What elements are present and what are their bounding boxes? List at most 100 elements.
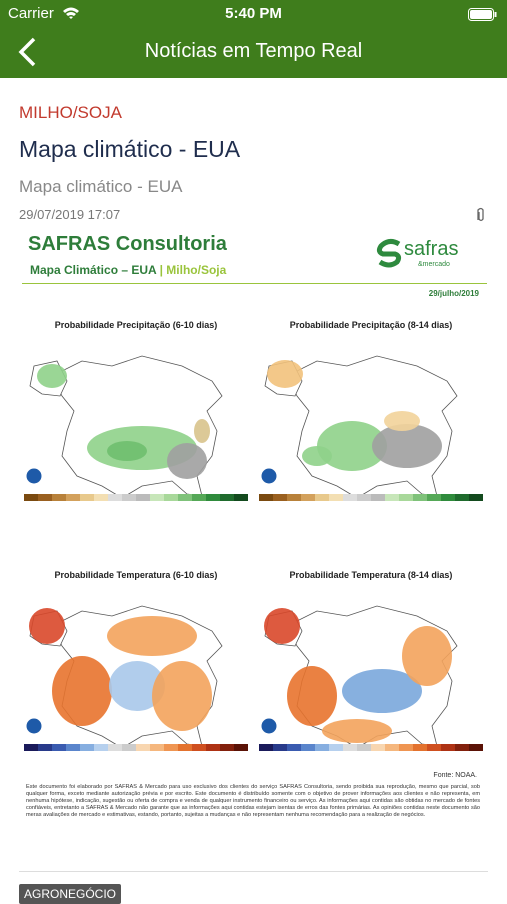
- legend-swatch: [136, 744, 150, 751]
- legend-swatch: [469, 744, 483, 751]
- map-title: Probabilidade Temperatura (8-14 dias): [290, 570, 453, 580]
- legend-swatch: [399, 494, 413, 501]
- legend-swatch: [343, 744, 357, 751]
- legend-swatch: [234, 744, 248, 751]
- legend-swatch: [357, 494, 371, 501]
- legend-swatch: [301, 744, 315, 751]
- legend-swatch: [413, 744, 427, 751]
- tag-chip[interactable]: AGRONEGÓCIO: [19, 884, 122, 904]
- anomaly-area: [109, 661, 165, 711]
- doc-heading-main: Mapa Climático – EUA: [30, 263, 157, 277]
- attachment-icon[interactable]: [475, 206, 487, 224]
- legend-swatch: [273, 494, 287, 501]
- carrier: Carrier: [8, 5, 54, 22]
- logo-text: safras: [404, 238, 459, 260]
- map: [25, 355, 223, 499]
- legend-swatch: [38, 494, 52, 501]
- legend-swatch: [192, 744, 206, 751]
- anomaly-area: [322, 719, 392, 743]
- anomaly-area: [107, 616, 197, 656]
- legend-swatch: [80, 494, 94, 501]
- map: [260, 605, 458, 749]
- back-button[interactable]: [14, 36, 40, 68]
- noaa-logo: [25, 467, 43, 485]
- noaa-logo: [25, 717, 43, 735]
- map-title: Probabilidade Precipitação (8-14 dias): [290, 320, 453, 330]
- legend-swatch: [259, 744, 273, 751]
- legend-swatch: [178, 494, 192, 501]
- legend-swatch: [122, 494, 136, 501]
- anomaly-area: [402, 626, 452, 686]
- anomaly-area: [194, 419, 210, 443]
- battery-icon: [468, 8, 497, 21]
- doc-rule: [22, 283, 487, 284]
- article-subtitle: Mapa climático - EUA: [19, 177, 183, 196]
- anomaly-area: [52, 656, 112, 726]
- map-panel: Probabilidade Temperatura (8-14 dias): [259, 570, 483, 751]
- legend-swatch: [220, 494, 234, 501]
- anomaly-area: [29, 608, 65, 644]
- legend-swatch: [94, 494, 108, 501]
- legend-swatch: [66, 744, 80, 751]
- anomaly-area: [372, 424, 442, 468]
- article-date: 29/07/2019 17:07: [19, 207, 121, 222]
- clock: 5:40 PM: [225, 5, 282, 22]
- legend-swatch: [24, 744, 38, 751]
- anomaly-area: [342, 669, 422, 713]
- legend-swatch: [52, 744, 66, 751]
- nav-title: Notícias em Tempo Real: [144, 40, 363, 62]
- doc-brand: SAFRAS Consultoria: [28, 233, 227, 255]
- logo-mark: [376, 238, 402, 268]
- legend-swatch: [206, 494, 220, 501]
- legend-swatch: [192, 494, 206, 501]
- legend-swatch: [122, 744, 136, 751]
- map-title: Probabilidade Precipitação (6-10 dias): [55, 320, 218, 330]
- noaa-logo: [260, 717, 278, 735]
- legend-swatch: [385, 744, 399, 751]
- legend-swatch: [206, 744, 220, 751]
- legend-swatch: [150, 744, 164, 751]
- legend-swatch: [94, 744, 108, 751]
- legend-swatch: [108, 494, 122, 501]
- legend-swatch: [150, 494, 164, 501]
- legend-swatch: [164, 494, 178, 501]
- legend-swatch: [315, 494, 329, 501]
- anomaly-area: [302, 446, 332, 466]
- article-title: Mapa climático - EUA: [19, 136, 241, 162]
- legend-swatch: [66, 494, 80, 501]
- legend-swatch: [80, 744, 94, 751]
- legend-swatch: [413, 494, 427, 501]
- legend-swatch: [273, 744, 287, 751]
- legend-swatch: [287, 494, 301, 501]
- legend-swatch: [24, 494, 38, 501]
- legend-swatch: [357, 744, 371, 751]
- legend-swatch: [136, 494, 150, 501]
- legend-swatch: [234, 494, 248, 501]
- doc-date: 29/julho/2019: [428, 289, 479, 298]
- wifi-icon: [63, 7, 79, 19]
- legend-swatch: [259, 494, 273, 501]
- legend-swatch: [164, 744, 178, 751]
- legend-swatch: [329, 494, 343, 501]
- legend-swatch: [220, 744, 234, 751]
- anomaly-area: [167, 443, 207, 479]
- doc-source: Fonte: NOAA.: [433, 772, 477, 779]
- map: [25, 605, 223, 749]
- legend-swatch: [371, 494, 385, 501]
- map-title: Probabilidade Temperatura (6-10 dias): [55, 570, 218, 580]
- legend-swatch: [441, 494, 455, 501]
- legend-swatch: [441, 744, 455, 751]
- map-panel: Probabilidade Precipitação (8-14 dias): [259, 320, 483, 501]
- doc-disclaimer: Este documento foi elaborado por SAFRAS …: [26, 784, 480, 818]
- anomaly-area: [384, 411, 420, 431]
- legend-swatch: [38, 744, 52, 751]
- legend-swatch: [343, 494, 357, 501]
- doc-heading-tag: | Milho/Soja: [159, 263, 227, 277]
- anomaly-area: [107, 441, 147, 461]
- legend-swatch: [455, 744, 469, 751]
- map-panel: Probabilidade Precipitação (6-10 dias): [24, 320, 248, 501]
- anomaly-area: [37, 364, 67, 388]
- logo-sub: &mercado: [418, 261, 450, 268]
